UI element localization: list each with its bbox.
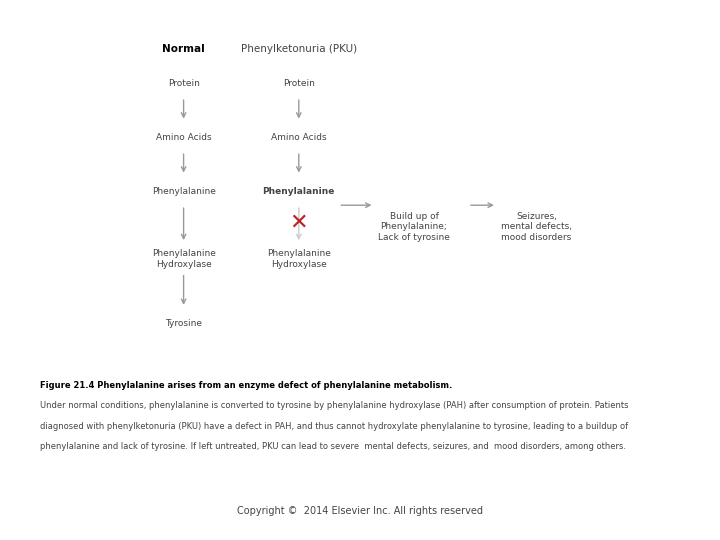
Text: Normal: Normal: [162, 44, 205, 53]
Text: ✕: ✕: [289, 213, 308, 233]
Text: Phenylalanine: Phenylalanine: [263, 187, 335, 196]
Text: Amino Acids: Amino Acids: [271, 133, 327, 142]
Text: Protein: Protein: [283, 79, 315, 88]
Text: Seizures,
mental defects,
mood disorders: Seizures, mental defects, mood disorders: [501, 212, 572, 242]
Text: Phenylalanine
Hydroxylase: Phenylalanine Hydroxylase: [267, 249, 330, 269]
Text: Under normal conditions, phenylalanine is converted to tyrosine by phenylalanine: Under normal conditions, phenylalanine i…: [40, 401, 628, 410]
Text: Amino Acids: Amino Acids: [156, 133, 212, 142]
Text: Build up of
Phenylalanine;
Lack of tyrosine: Build up of Phenylalanine; Lack of tyros…: [378, 212, 450, 242]
Text: Tyrosine: Tyrosine: [165, 320, 202, 328]
Text: Protein: Protein: [168, 79, 199, 88]
Text: Phenylketonuria (PKU): Phenylketonuria (PKU): [240, 44, 357, 53]
Text: diagnosed with phenylketonuria (PKU) have a defect in PAH, and thus cannot hydro: diagnosed with phenylketonuria (PKU) hav…: [40, 422, 628, 431]
Text: Phenylalanine
Hydroxylase: Phenylalanine Hydroxylase: [152, 249, 215, 269]
Text: phenylalanine and lack of tyrosine. If left untreated, PKU can lead to severe  m: phenylalanine and lack of tyrosine. If l…: [40, 442, 626, 451]
Text: Phenylalanine: Phenylalanine: [152, 187, 215, 196]
Text: Copyright ©  2014 Elsevier Inc. All rights reserved: Copyright © 2014 Elsevier Inc. All right…: [237, 505, 483, 516]
Text: Figure 21.4 Phenylalanine arises from an enzyme defect of phenylalanine metaboli: Figure 21.4 Phenylalanine arises from an…: [40, 381, 452, 390]
